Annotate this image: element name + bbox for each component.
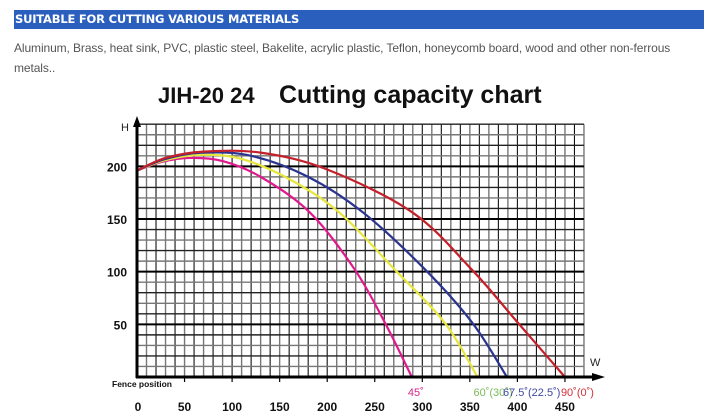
curve-series-1 bbox=[136, 153, 479, 378]
x-tick-label: 250 bbox=[365, 400, 385, 414]
chart-curves bbox=[136, 149, 566, 378]
x-tick-label: 350 bbox=[460, 400, 480, 414]
y-axis-label: H bbox=[121, 122, 129, 134]
x-tick-label: 400 bbox=[507, 400, 527, 414]
x-tick-label: 100 bbox=[222, 400, 242, 414]
y-tick-label: 150 bbox=[107, 213, 127, 227]
chart-axes bbox=[133, 116, 605, 382]
curve-series-0 bbox=[136, 156, 413, 378]
y-tick-label: 100 bbox=[107, 266, 127, 280]
curve-series-3 bbox=[136, 149, 566, 378]
x-axis-arrow-icon bbox=[592, 373, 605, 381]
y-tick-label: 200 bbox=[107, 160, 127, 174]
legend-label-series-1: 60˚(30˚) bbox=[473, 387, 512, 399]
fence-position-label: Fence position bbox=[112, 379, 172, 389]
materials-description: Aluminum, Brass, heat sink, PVC, plastic… bbox=[14, 41, 671, 75]
x-tick-label: 300 bbox=[412, 400, 432, 414]
legend-label-series-3: 90˚(0˚) bbox=[561, 387, 594, 399]
section-heading: SUITABLE FOR CUTTING VARIOUS MATERIALS bbox=[14, 10, 704, 29]
chart-model: JIH-20 24 bbox=[158, 83, 255, 108]
x-tick-label: 200 bbox=[317, 400, 337, 414]
y-tick-label: 50 bbox=[114, 318, 128, 332]
chart-legend: 45˚ 60˚(30˚)67.5˚(22.5˚) 90˚(0˚) bbox=[408, 387, 594, 399]
legend-label-series-0: 45˚ bbox=[408, 387, 424, 399]
x-tick-label: 0 bbox=[135, 400, 142, 414]
legend-label-series-2: 67.5˚(22.5˚) bbox=[503, 387, 560, 399]
y-tick-labels: 50 100 150 200 bbox=[107, 160, 127, 332]
y-axis-arrow-icon bbox=[133, 116, 141, 127]
x-tick-labels: 0 50 100 150 200 250 300 350 400 450 bbox=[135, 400, 576, 414]
x-axis-label: W bbox=[590, 357, 601, 369]
x-tick-label: 150 bbox=[270, 400, 290, 414]
chart-title: Cutting capacity chart bbox=[279, 81, 542, 109]
chart-grid bbox=[137, 123, 585, 377]
x-tick-label: 50 bbox=[178, 400, 192, 414]
x-tick-label: 450 bbox=[555, 400, 575, 414]
